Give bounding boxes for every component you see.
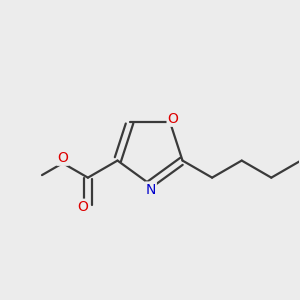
- Text: O: O: [168, 112, 178, 126]
- Text: N: N: [146, 182, 156, 197]
- Text: O: O: [57, 151, 68, 165]
- Text: O: O: [77, 200, 88, 214]
